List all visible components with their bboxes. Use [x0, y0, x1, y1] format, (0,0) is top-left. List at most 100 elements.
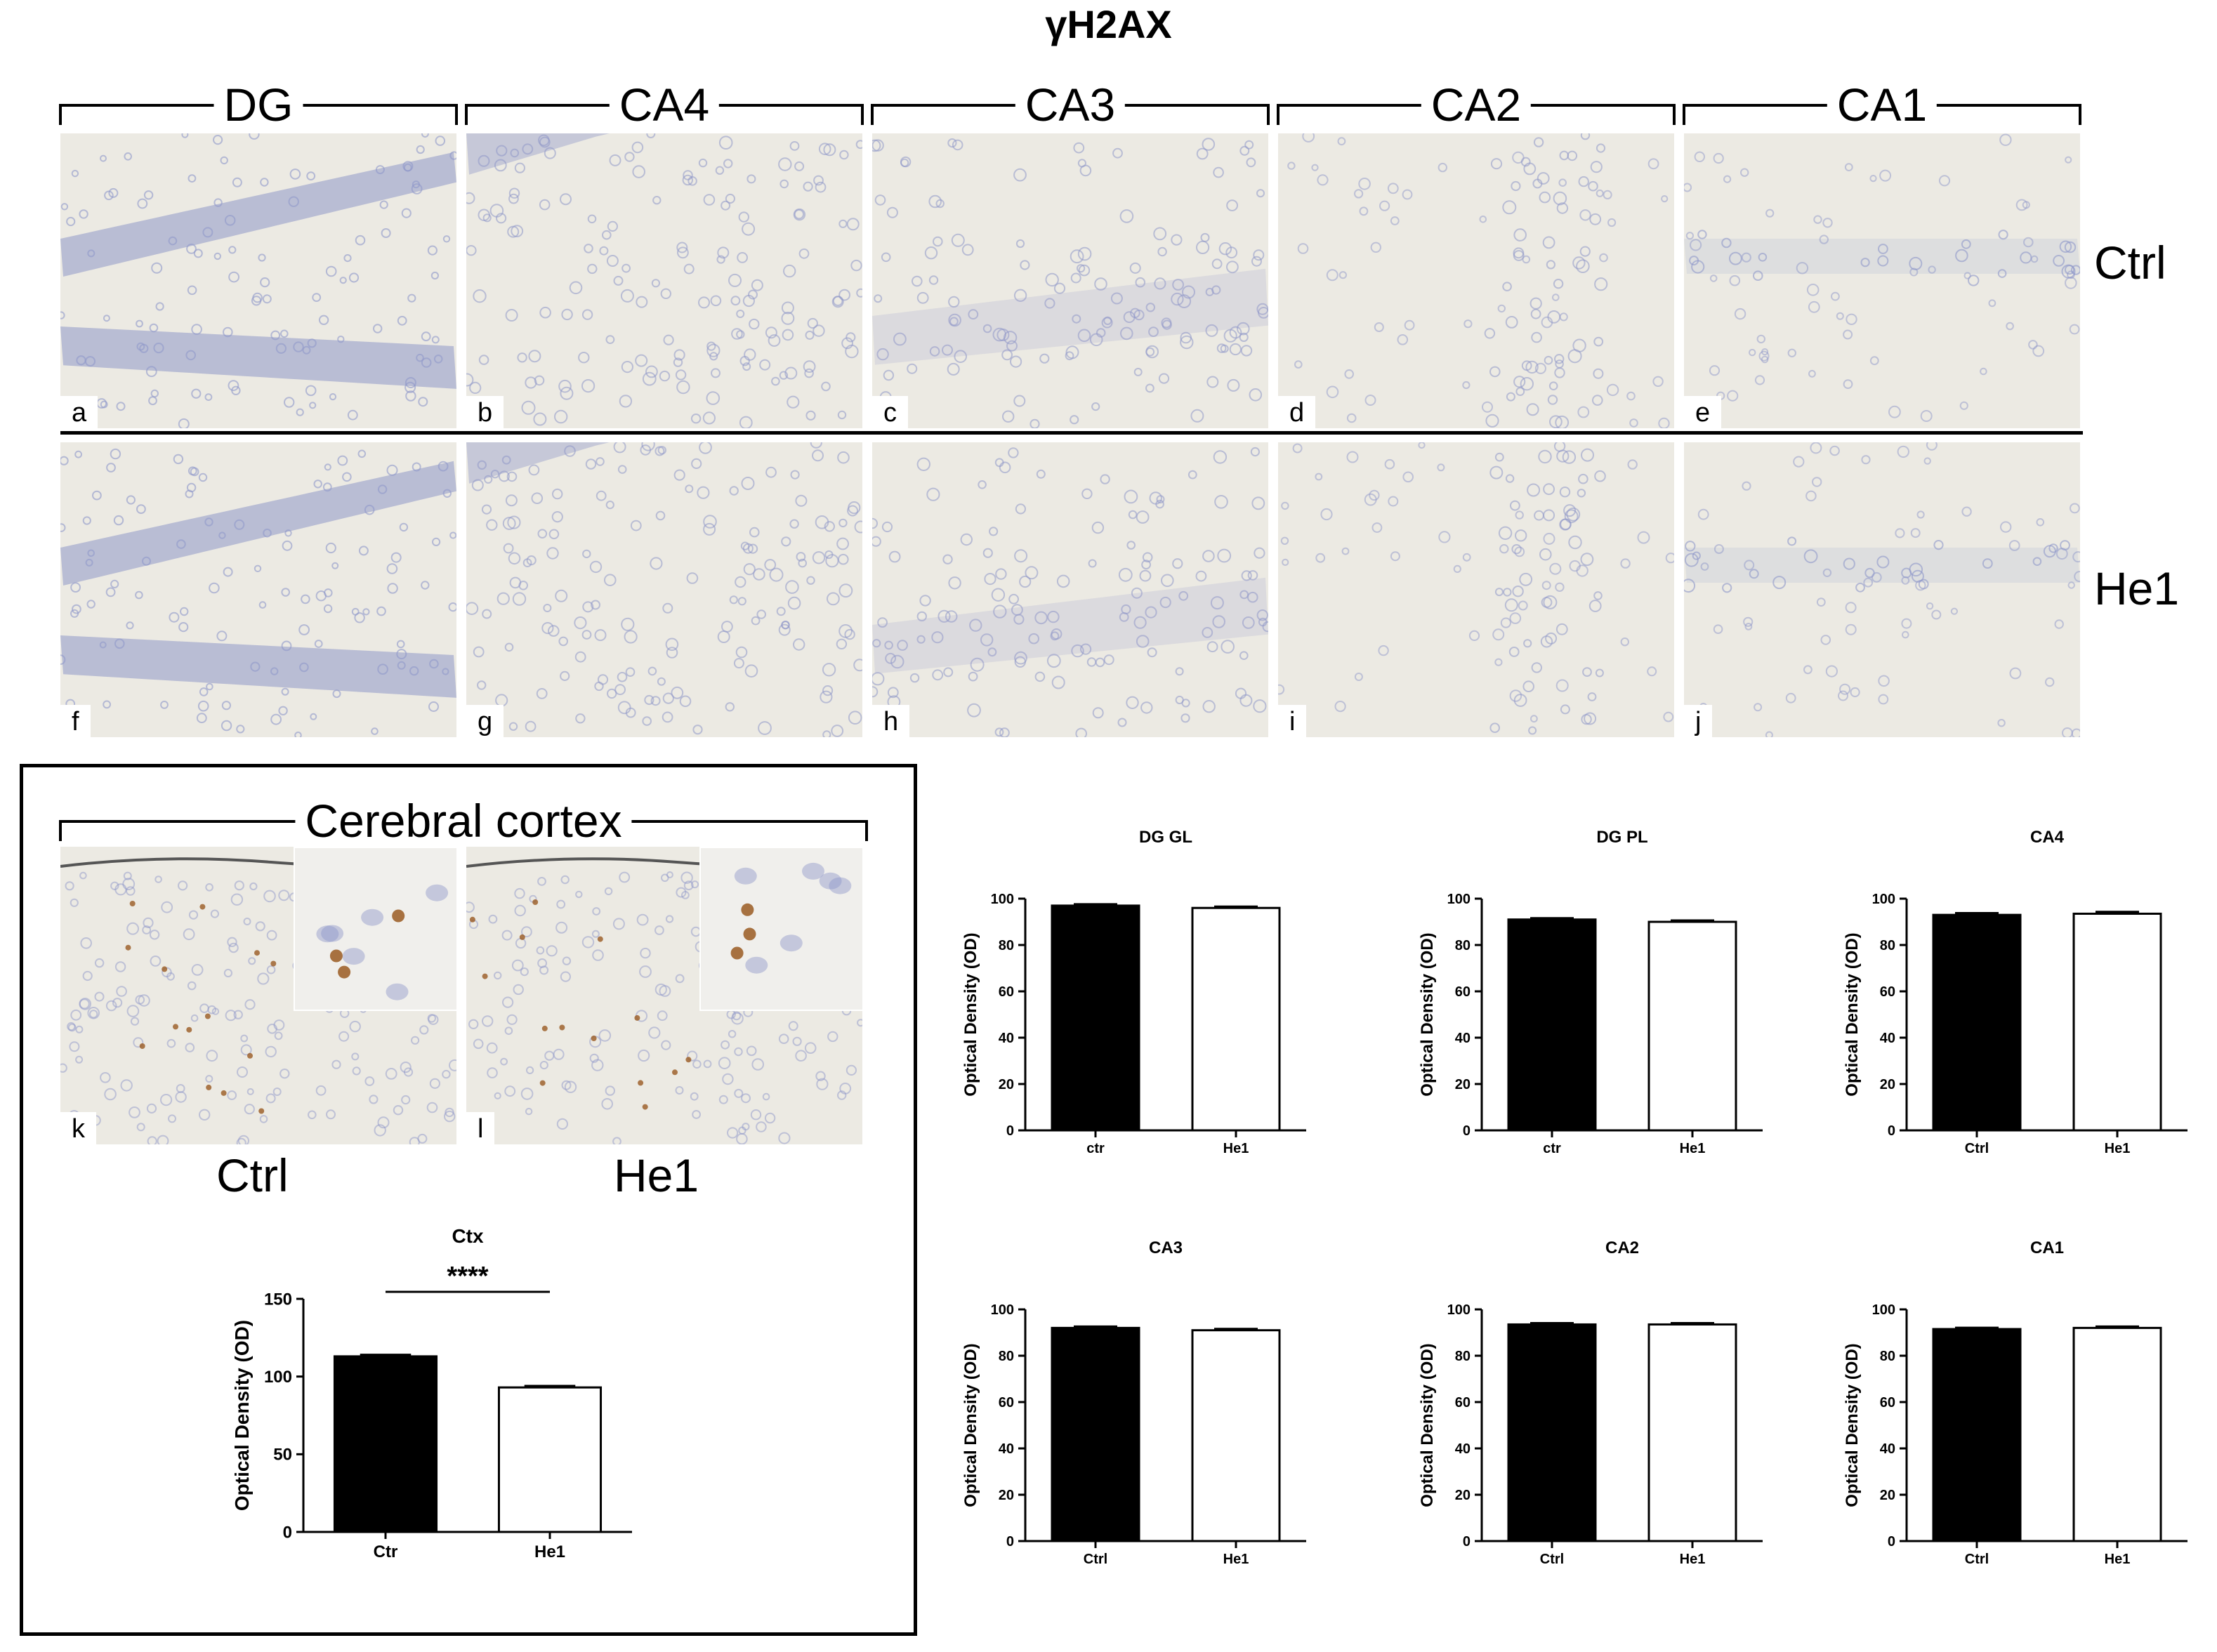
y-axis-label: Optical Density (OD): [961, 1343, 980, 1507]
y-tick-label: 80: [1455, 1349, 1471, 1364]
chart-title: Ctx: [452, 1225, 484, 1247]
cortex-box: [20, 764, 917, 1636]
tissue-texture: [466, 133, 862, 428]
bar-ctr: [1051, 904, 1140, 1132]
y-tick-label: 100: [991, 892, 1014, 907]
panel-letter-a: a: [60, 396, 98, 428]
tissue-texture: [872, 138, 1268, 428]
inset-texture: [316, 884, 449, 1000]
panel-letter-e: e: [1684, 396, 1722, 428]
chart-title: CA2: [1605, 1238, 1639, 1257]
y-tick-label: 150: [264, 1290, 292, 1309]
tissue-texture: [1684, 442, 2080, 737]
bracket-ca3: CA3: [871, 81, 1270, 128]
bar-chart-ca2: CA2 0 20 40 60 80 100 Optical Density (OD) Ctrl H…: [1418, 1238, 1763, 1567]
y-tick-label: 20: [1455, 1077, 1471, 1092]
y-tick-label: 100: [264, 1368, 292, 1387]
micrograph-dg-ctrl: a: [60, 133, 456, 428]
x-tick-label: He1: [1680, 1552, 1706, 1567]
y-tick-label: 20: [1880, 1077, 1895, 1092]
panel-letter-h: h: [872, 705, 910, 737]
tissue-texture: [1287, 133, 1670, 428]
micrograph-ca2-he1: i: [1278, 442, 1674, 737]
y-tick-label: 60: [1880, 1395, 1895, 1410]
x-tick-label: He1: [2105, 1552, 2131, 1567]
y-tick-label: 100: [1447, 892, 1471, 907]
cortex-condition-ctrl: Ctrl: [216, 1149, 289, 1201]
cortex-he1-inset: [699, 847, 862, 1011]
bar-ctrl: [1507, 1323, 1597, 1542]
micrograph-ca1-he1: j: [1684, 442, 2080, 737]
y-tick-label: 60: [999, 984, 1014, 1000]
region-label-ca1: CA1: [1827, 81, 1938, 128]
x-tick-label: Ctrl: [1965, 1552, 1989, 1567]
tissue-texture: [60, 448, 456, 737]
bracket-ca2: CA2: [1277, 81, 1676, 128]
x-tick-label: He1: [534, 1542, 565, 1561]
y-tick-label: 40: [1880, 1031, 1895, 1046]
chart-title: CA4: [2030, 828, 2065, 847]
micrograph-ca2-ctrl: d: [1278, 133, 1674, 428]
bar-he1: [1191, 1329, 1281, 1542]
figure-title: γH2AX: [1045, 2, 1172, 46]
x-tick-label: Ctrl: [1084, 1552, 1107, 1567]
x-tick-label: He1: [1223, 1552, 1249, 1567]
panel-letter-l: l: [466, 1112, 495, 1144]
y-axis-label: Optical Density (OD): [1843, 932, 1862, 1096]
row-label-he1: He1: [2094, 562, 2180, 614]
y-tick-label: 40: [999, 1031, 1014, 1046]
bar-he1: [497, 1386, 603, 1533]
micrograph-ca4-he1: g: [466, 442, 862, 737]
bracket-dg: DG: [59, 81, 458, 128]
cortex-ctrl-inset: [294, 847, 456, 1011]
tissue-texture: [60, 133, 456, 428]
bracket-ca4: CA4: [465, 81, 864, 128]
x-tick-label: He1: [1680, 1141, 1706, 1156]
y-axis-label: Optical Density (OD): [961, 932, 980, 1096]
y-tick-label: 100: [1872, 892, 1895, 907]
bar-ctrl: [1932, 1328, 2022, 1542]
y-tick-label: 40: [1455, 1441, 1471, 1457]
y-tick-label: 60: [1880, 984, 1895, 1000]
y-tick-label: 0: [1888, 1534, 1895, 1549]
y-tick-label: 60: [1455, 984, 1471, 1000]
bar-chart-ca3: CA3 0 20 40 60 80 100 Optical Density (OD) Ctrl H…: [961, 1238, 1306, 1567]
chart-title: CA1: [2030, 1238, 2064, 1257]
panel-letter-g: g: [466, 705, 504, 737]
bar-ctr: [1507, 918, 1597, 1132]
y-tick-label: 60: [999, 1395, 1014, 1410]
y-axis-label: Optical Density (OD): [231, 1320, 253, 1511]
bar-chart-ca1: CA1 0 20 40 60 80 100 Optical Density (OD) Ctrl H…: [1843, 1238, 2188, 1567]
region-label-ca4: CA4: [609, 81, 720, 128]
y-tick-label: 100: [991, 1302, 1014, 1318]
region-label-ca2: CA2: [1421, 81, 1532, 128]
panel-letter-b: b: [466, 396, 504, 428]
y-tick-label: 40: [1880, 1441, 1895, 1457]
cortex-condition-he1: He1: [614, 1149, 699, 1201]
x-tick-label: He1: [2105, 1141, 2131, 1156]
panel-letter-k: k: [60, 1112, 96, 1144]
y-tick-label: 0: [1006, 1123, 1014, 1139]
y-tick-label: 20: [1455, 1488, 1471, 1503]
bar-he1: [2072, 912, 2162, 1132]
bar-ctrl: [1932, 913, 2022, 1132]
micrograph-ca3-ctrl: c: [872, 133, 1268, 428]
micrograph-ca4-ctrl: b: [466, 133, 862, 428]
region-label-dg: DG: [213, 81, 303, 128]
panel-letter-d: d: [1278, 396, 1316, 428]
x-tick-label: He1: [1223, 1141, 1249, 1156]
panel-letter-f: f: [60, 705, 91, 737]
significance-marker: ****: [447, 1262, 488, 1291]
region-label-ca3: CA3: [1015, 81, 1126, 128]
bracket-cortex: Cerebral cortex: [59, 798, 868, 844]
tissue-texture: [466, 442, 862, 737]
y-tick-label: 20: [999, 1488, 1014, 1503]
chart-title: DG GL: [1139, 828, 1192, 847]
bracket-ca1: CA1: [1683, 81, 2081, 128]
bar-chart-ctx: Ctx 0 50 100 150 Optical Density (OD) Ctr He1 **…: [231, 1225, 632, 1561]
x-tick-label: Ctr: [374, 1542, 398, 1561]
row-divider: [60, 431, 2083, 435]
y-tick-label: 80: [1880, 938, 1895, 953]
y-tick-label: 0: [1463, 1123, 1471, 1139]
micrograph-cortex-ctrl: k: [60, 847, 456, 1144]
